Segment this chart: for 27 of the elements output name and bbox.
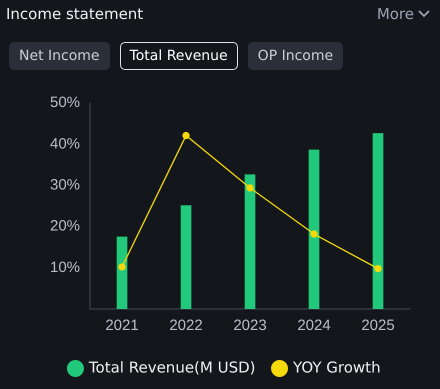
text: More xyxy=(376,5,414,23)
y-tick-label: 10% xyxy=(50,258,80,276)
bar xyxy=(308,150,320,309)
bar xyxy=(372,133,384,309)
legend-label: Total Revenue(M USD) xyxy=(88,358,256,376)
point xyxy=(246,184,254,192)
x-tick-label: 2023 xyxy=(233,317,267,334)
chart-title: Income statement xyxy=(6,5,144,23)
bar xyxy=(116,236,128,309)
legend-label: YOY Growth xyxy=(292,358,381,376)
text: Total Revenue xyxy=(120,42,238,70)
x-tick-label: 2022 xyxy=(169,317,203,334)
x-tick-label: 2024 xyxy=(297,317,331,334)
y-tick-label: 40% xyxy=(50,135,80,152)
point xyxy=(310,230,318,238)
y-tick-label: 20% xyxy=(50,218,80,235)
y-tick-label: 30% xyxy=(50,176,80,194)
bar xyxy=(180,205,192,309)
point xyxy=(118,263,126,271)
text: Net Income xyxy=(9,42,110,70)
y-tick-label: 50% xyxy=(50,94,80,112)
text: OP Income xyxy=(248,42,344,70)
point xyxy=(182,132,190,140)
bar xyxy=(244,174,256,309)
x-tick-label: 2025 xyxy=(361,317,395,334)
x-tick-label: 2021 xyxy=(105,317,139,334)
point xyxy=(374,264,382,272)
